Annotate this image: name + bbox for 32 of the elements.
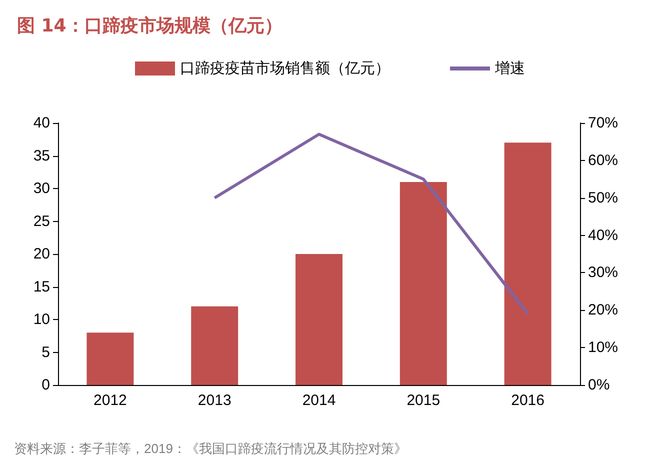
y-tick-label: 10	[33, 311, 50, 328]
y2-tick-label: 70%	[588, 114, 618, 132]
y-tick-label: 25	[33, 212, 50, 230]
line-series	[213, 132, 530, 316]
legend-label: 口蹄疫疫苗市场销售额（亿元）	[180, 60, 390, 77]
y2-tick-label: 10%	[588, 339, 618, 356]
bar	[191, 306, 238, 385]
bar	[296, 254, 342, 385]
bar	[400, 182, 447, 385]
x-tick-label: 2015	[406, 392, 440, 409]
y-tick-label: 15	[33, 278, 50, 296]
y-tick-label: 5	[42, 344, 50, 361]
y-tick-label: 35	[33, 147, 50, 164]
y-tick-label: 40	[33, 114, 50, 132]
y2-tick-label: 40%	[588, 226, 618, 244]
chart-title: 图 14：口蹄疫市场规模（亿元）	[17, 16, 282, 36]
x-tick-label: 2014	[302, 392, 336, 409]
legend-label: 增速	[494, 60, 525, 77]
y2-tick-label: 20%	[588, 302, 618, 319]
x-tick-label: 2012	[94, 392, 127, 409]
y2-tick-label: 0%	[588, 376, 610, 394]
x-tick-label: 2013	[198, 392, 232, 409]
y-tick-label: 30	[33, 180, 50, 197]
x-tick-label: 2016	[511, 392, 544, 409]
y-tick-label: 20	[33, 246, 50, 262]
y2-tick-label: 30%	[588, 264, 618, 282]
y-tick-label: 0	[42, 376, 50, 394]
y2-tick-label: 50%	[588, 189, 618, 206]
bar	[86, 332, 134, 385]
bar	[504, 142, 552, 385]
text: 资料来源：李子菲等，2019：《我国口蹄疫流行情况及其防控对策》	[14, 441, 407, 456]
y2-tick-label: 60%	[588, 152, 618, 169]
